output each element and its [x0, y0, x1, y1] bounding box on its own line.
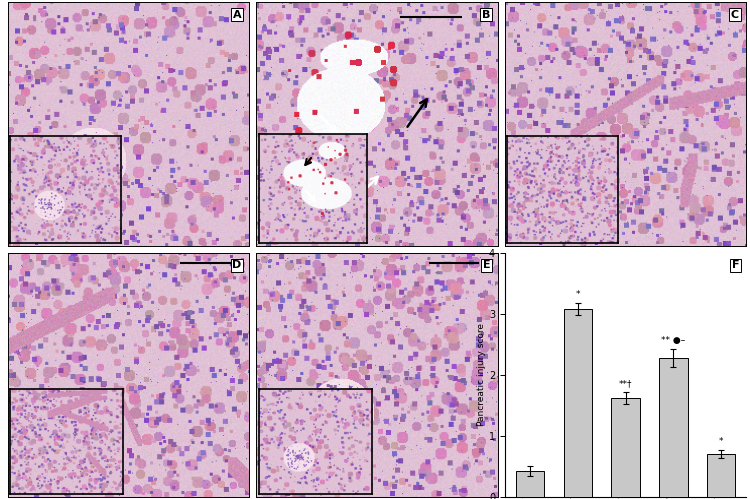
Bar [611, 398, 640, 497]
Y-axis label: Pancreatic injury score: Pancreatic injury score [477, 323, 486, 426]
Text: E: E [483, 260, 490, 270]
Text: ** ●–: ** ●– [662, 336, 686, 345]
Bar [516, 471, 544, 497]
Text: **†: **† [619, 379, 632, 388]
Text: *: * [718, 437, 723, 446]
Text: D: D [232, 260, 242, 270]
Bar [563, 309, 592, 497]
Text: C: C [731, 10, 739, 20]
Text: B: B [482, 10, 490, 20]
Text: F: F [731, 260, 739, 270]
Text: *: * [575, 290, 580, 299]
Bar [706, 454, 735, 497]
Text: A: A [233, 10, 242, 20]
Bar [659, 358, 688, 497]
